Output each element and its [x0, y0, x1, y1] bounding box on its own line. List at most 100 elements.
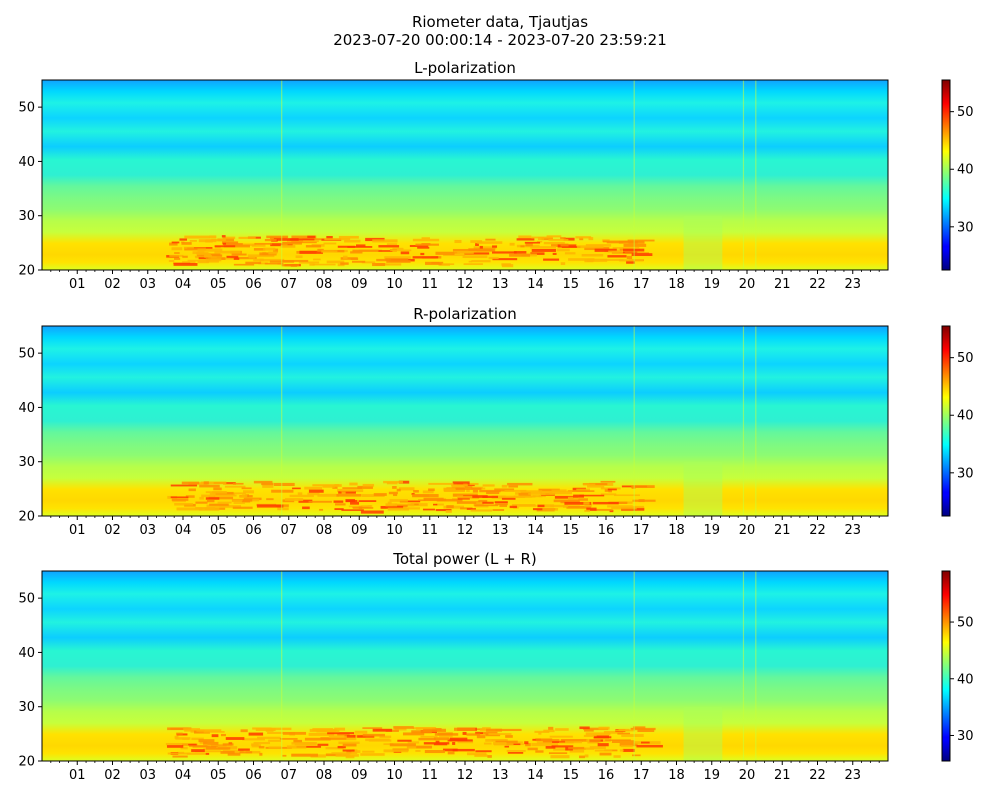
hotspot-mark	[537, 504, 555, 508]
hotspot-mark	[174, 257, 181, 260]
hotspot-mark	[317, 248, 324, 252]
hotspot-mark	[341, 491, 346, 494]
hotspot-mark	[454, 727, 476, 731]
x-tick-label: 01	[69, 523, 86, 538]
hotspot-mark	[338, 741, 360, 744]
hotspot-mark	[471, 260, 491, 263]
hotspot-mark	[258, 262, 268, 265]
hotspot-mark	[211, 734, 219, 738]
hotspot-mark	[622, 748, 635, 752]
hotspot-mark	[542, 740, 566, 744]
hotspot-mark	[462, 255, 488, 258]
hotspot-mark	[214, 245, 236, 248]
hotspot-mark	[378, 245, 400, 248]
hotspot-mark	[579, 755, 585, 759]
hotspot-mark	[537, 504, 545, 508]
hotspot-mark	[171, 247, 183, 251]
hotspot-mark	[299, 250, 323, 254]
hotspot-mark	[516, 238, 535, 241]
panel-title: L-polarization	[414, 59, 516, 77]
hotspot-mark	[172, 755, 188, 758]
hotspot-mark	[338, 491, 356, 494]
hotspot-mark	[212, 491, 228, 494]
panels-group: L-polarization 20 30 40 50 01 02 03 04 05 06 07 08 09…	[18, 59, 973, 783]
hotspot-mark	[466, 508, 476, 510]
hotspot-mark	[241, 487, 252, 490]
y-tick-label: 50	[18, 101, 35, 116]
panel-3: Total power (L + R) 20 30 40 50 01 02 03 04 05 06 0…	[18, 550, 973, 783]
hotspot-mark	[520, 245, 525, 248]
hotspot-mark	[362, 727, 383, 729]
hotspot-mark	[560, 262, 566, 265]
figure-title-line1: Riometer data, Tjautjas	[412, 13, 588, 31]
x-tick-label: 19	[703, 277, 720, 292]
hotspot-mark	[600, 493, 617, 496]
hotspot-mark	[424, 750, 445, 754]
hotspot-mark	[412, 238, 440, 242]
hotspot-mark	[473, 246, 497, 250]
hotspot-mark	[482, 495, 499, 498]
x-tick-label: 14	[527, 277, 544, 292]
hotspot-mark	[456, 487, 482, 490]
hotspot-mark	[196, 252, 211, 256]
hotspot-mark	[487, 755, 492, 758]
hotspot-mark	[632, 754, 641, 757]
hotspot-mark	[431, 261, 440, 264]
hotspot-mark	[587, 258, 608, 262]
hotspot-mark	[362, 733, 386, 737]
hotspot-mark	[636, 744, 663, 748]
hotspot-mark	[203, 741, 219, 745]
hotspot-mark	[343, 255, 348, 259]
hotspot-mark	[437, 732, 453, 736]
hotspot-mark	[291, 241, 317, 244]
hotspot-mark	[603, 731, 624, 734]
hotspot-mark	[509, 505, 517, 509]
hotspot-mark	[194, 750, 221, 753]
hotspot-mark	[348, 505, 362, 508]
x-tick-label: 11	[421, 277, 438, 292]
hotspot-mark	[475, 249, 494, 252]
x-tick-label: 18	[668, 523, 685, 538]
hotspot-mark	[551, 489, 567, 492]
panel-1: L-polarization 20 30 40 50 01 02 03 04 05 06 07 08 09…	[18, 59, 973, 292]
hotspot-mark	[253, 480, 273, 484]
colorbar-tick-label: 50	[957, 616, 974, 631]
hotspot-mark	[460, 507, 473, 510]
hotspot-mark	[392, 486, 397, 489]
x-tick-label: 04	[175, 523, 192, 538]
hotspot-mark	[607, 505, 633, 508]
hotspot-mark	[206, 499, 215, 503]
hotspot-mark	[251, 244, 266, 247]
hotspot-mark	[390, 249, 412, 252]
x-tick-label: 10	[386, 768, 403, 783]
hotspot-mark	[478, 500, 488, 503]
hotspot-mark	[452, 481, 470, 485]
hotspot-mark	[412, 494, 439, 498]
hotspot-mark	[525, 743, 531, 747]
hotspot-mark	[501, 484, 508, 488]
hotspot-mark	[532, 495, 543, 498]
hotspot-mark	[524, 241, 541, 244]
hotspot-mark	[222, 743, 234, 746]
hotspot-mark	[615, 729, 635, 732]
hotspot-mark	[545, 746, 556, 749]
x-tick-label: 20	[739, 523, 756, 538]
hotspot-mark	[361, 261, 376, 264]
hotspot-mark	[543, 258, 560, 261]
y-tick-label: 30	[18, 455, 35, 470]
hotspot-mark	[573, 494, 584, 498]
hotspot-mark	[576, 488, 591, 492]
hotspot-mark	[357, 735, 375, 738]
hotspot-mark	[589, 746, 606, 750]
hotspot-mark	[205, 497, 220, 500]
hotspot-mark	[181, 743, 197, 746]
hotspot-mark	[620, 745, 633, 748]
hotspot-mark	[307, 235, 316, 238]
hotspot-mark	[349, 750, 361, 753]
hotspot-mark	[386, 243, 398, 245]
hotspot-mark	[313, 258, 321, 261]
hotspot-mark	[577, 747, 595, 750]
hotspot-mark	[553, 499, 579, 503]
hotspot-mark	[179, 238, 188, 241]
x-tick-label: 02	[104, 277, 121, 292]
